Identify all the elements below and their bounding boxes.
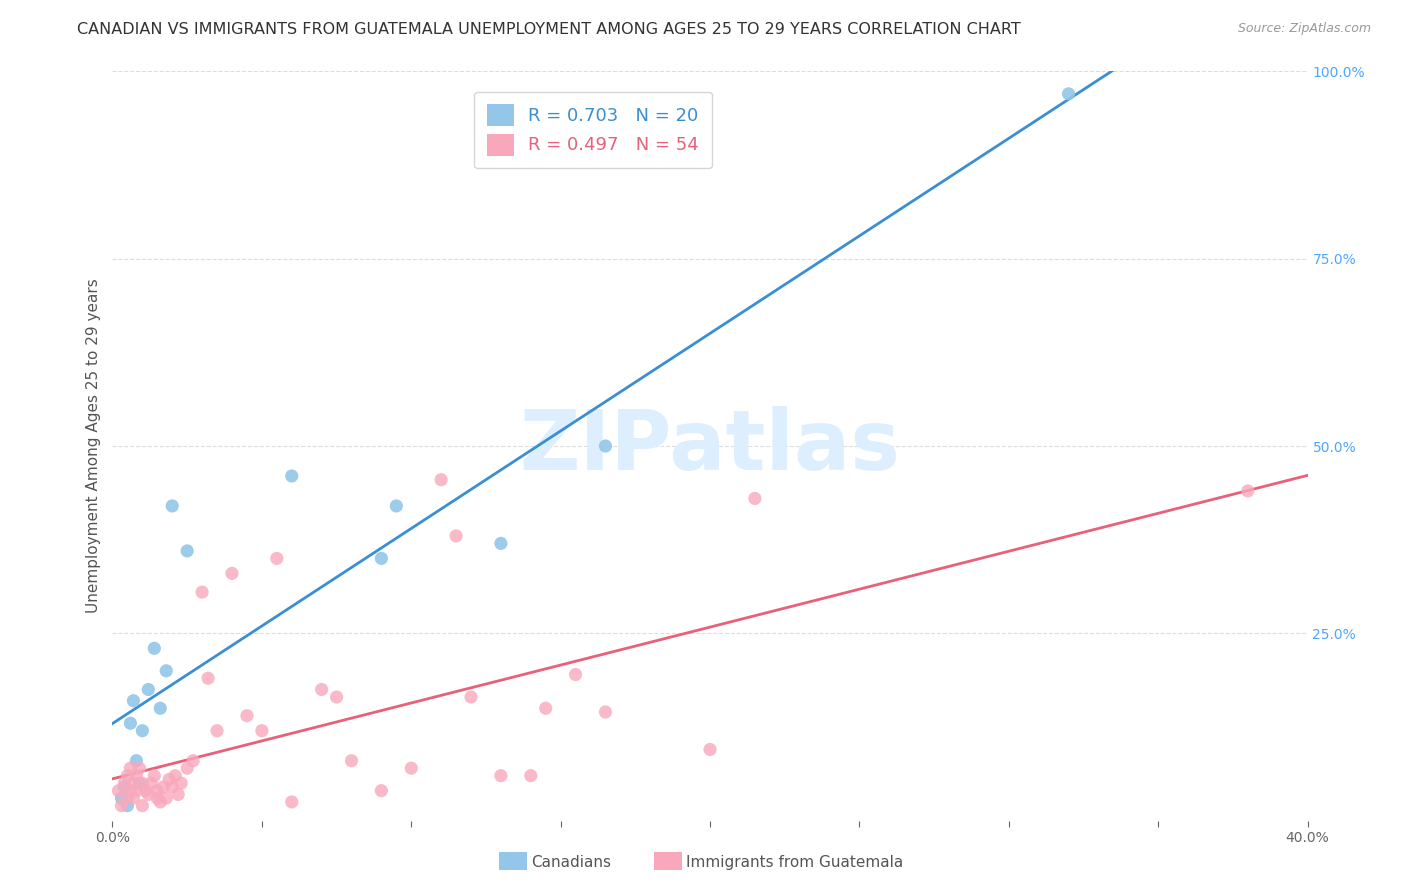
Point xyxy=(176,761,198,775)
Point xyxy=(149,701,172,715)
Point xyxy=(143,769,166,783)
Point xyxy=(221,566,243,581)
Point xyxy=(122,694,145,708)
Point xyxy=(120,716,142,731)
Point xyxy=(155,791,177,805)
Point xyxy=(489,769,512,783)
Point xyxy=(146,783,169,797)
Point xyxy=(340,754,363,768)
Point xyxy=(110,791,132,805)
Point xyxy=(1057,87,1080,101)
Point xyxy=(595,705,617,719)
Text: ZIPatlas: ZIPatlas xyxy=(520,406,900,486)
Point xyxy=(385,499,408,513)
Text: Immigrants from Guatemala: Immigrants from Guatemala xyxy=(686,855,904,870)
Point xyxy=(170,776,193,790)
Point xyxy=(157,772,180,787)
Point xyxy=(131,723,153,738)
Point xyxy=(128,761,150,775)
Point xyxy=(401,761,423,775)
Point xyxy=(489,536,512,550)
Point xyxy=(1237,483,1260,498)
Point xyxy=(444,529,467,543)
Point xyxy=(460,690,482,704)
Point xyxy=(564,667,586,681)
Point xyxy=(131,776,153,790)
Point xyxy=(167,788,190,802)
Point xyxy=(120,761,142,775)
Point xyxy=(114,776,135,790)
Point xyxy=(520,769,543,783)
Text: Canadians: Canadians xyxy=(531,855,612,870)
Point xyxy=(370,551,392,566)
Point xyxy=(699,742,721,756)
Point xyxy=(744,491,766,506)
Point xyxy=(534,701,557,715)
Point xyxy=(176,544,198,558)
Point xyxy=(134,783,156,797)
Point xyxy=(117,798,139,813)
Point xyxy=(128,776,150,790)
Text: CANADIAN VS IMMIGRANTS FROM GUATEMALA UNEMPLOYMENT AMONG AGES 25 TO 29 YEARS COR: CANADIAN VS IMMIGRANTS FROM GUATEMALA UN… xyxy=(77,22,1021,37)
Point xyxy=(430,473,453,487)
Y-axis label: Unemployment Among Ages 25 to 29 years: Unemployment Among Ages 25 to 29 years xyxy=(86,278,101,614)
Point xyxy=(117,791,139,805)
Text: Source: ZipAtlas.com: Source: ZipAtlas.com xyxy=(1237,22,1371,36)
Point xyxy=(266,551,288,566)
Point xyxy=(162,780,183,794)
Point xyxy=(197,671,219,685)
Point xyxy=(131,798,153,813)
Point xyxy=(162,499,183,513)
Point xyxy=(595,439,617,453)
Point xyxy=(205,723,228,738)
Point xyxy=(191,585,214,599)
Point xyxy=(138,788,160,802)
Point xyxy=(181,754,204,768)
Legend: R = 0.703   N = 20, R = 0.497   N = 54: R = 0.703 N = 20, R = 0.497 N = 54 xyxy=(474,92,711,169)
Point xyxy=(250,723,273,738)
Point xyxy=(236,708,259,723)
Point xyxy=(114,780,135,794)
Point xyxy=(107,783,129,797)
Point xyxy=(146,791,169,805)
Point xyxy=(152,780,174,794)
Point xyxy=(143,641,166,656)
Point xyxy=(120,783,142,797)
Point xyxy=(311,682,333,697)
Point xyxy=(138,682,160,697)
Point xyxy=(125,769,148,783)
Point xyxy=(125,783,148,797)
Point xyxy=(281,795,304,809)
Point xyxy=(141,776,163,790)
Point xyxy=(110,798,132,813)
Point xyxy=(155,664,177,678)
Point xyxy=(149,795,172,809)
Point xyxy=(117,769,139,783)
Point xyxy=(370,783,392,797)
Point xyxy=(122,776,145,790)
Point xyxy=(281,469,304,483)
Point xyxy=(122,791,145,805)
Point xyxy=(125,754,148,768)
Point xyxy=(325,690,347,704)
Point xyxy=(165,769,187,783)
